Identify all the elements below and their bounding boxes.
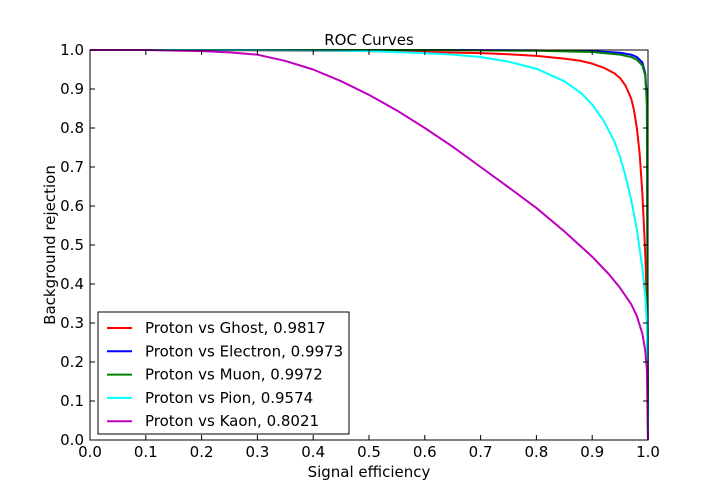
- chart-title: ROC Curves: [324, 31, 414, 49]
- y-tick-label: 0.8: [60, 119, 84, 137]
- x-tick-label: 0.5: [357, 443, 381, 461]
- y-tick-label: 0.5: [60, 236, 84, 254]
- x-tick-label: 1.0: [636, 443, 660, 461]
- x-tick-label: 0.4: [301, 443, 325, 461]
- legend-box: [97, 311, 350, 435]
- x-tick-label: 0.1: [134, 443, 158, 461]
- x-tick-label: 0.7: [469, 443, 493, 461]
- y-axis-label: Background rejection: [41, 165, 59, 325]
- y-tick-label: 0.1: [60, 392, 84, 410]
- x-tick-label: 0.9: [580, 443, 604, 461]
- legend-label-1: Proton vs Electron, 0.9973: [145, 342, 343, 360]
- x-tick-label: 0.3: [245, 443, 269, 461]
- legend-label-0: Proton vs Ghost, 0.9817: [145, 319, 326, 337]
- x-tick-label: 0.6: [413, 443, 437, 461]
- y-axis: 0.0 0.1 0.2 0.3 0.4 0.5 0.6 0.7 0.8 0.9 1.0: [60, 41, 648, 449]
- x-axis: 0.0 0.1 0.2 0.3 0.4 0.5 0.6 0.7 0.8 0.9 1.0: [78, 50, 660, 461]
- y-tick-label: 0.2: [60, 353, 84, 371]
- legend-label-3: Proton vs Pion, 0.9574: [145, 389, 313, 407]
- x-axis-label: Signal efficiency: [308, 463, 431, 481]
- series-line-3: [90, 49, 649, 441]
- x-tick-label: 0.8: [524, 443, 548, 461]
- x-tick-label: 0.0: [78, 443, 102, 461]
- y-tick-label: 0.6: [60, 197, 84, 215]
- y-tick-label: 0.7: [60, 158, 84, 176]
- legend: Proton vs Ghost, 0.9817 Proton vs Electro…: [97, 311, 350, 435]
- y-tick-label: 0.9: [60, 80, 84, 98]
- legend-label-4: Proton vs Kaon, 0.8021: [145, 412, 319, 430]
- y-tick-label: 0.0: [60, 431, 84, 449]
- y-tick-label: 1.0: [60, 41, 84, 59]
- y-tick-label: 0.4: [60, 275, 84, 293]
- x-tick-label: 0.2: [190, 443, 214, 461]
- y-tick-label: 0.3: [60, 314, 84, 332]
- legend-label-2: Proton vs Muon, 0.9972: [145, 366, 323, 384]
